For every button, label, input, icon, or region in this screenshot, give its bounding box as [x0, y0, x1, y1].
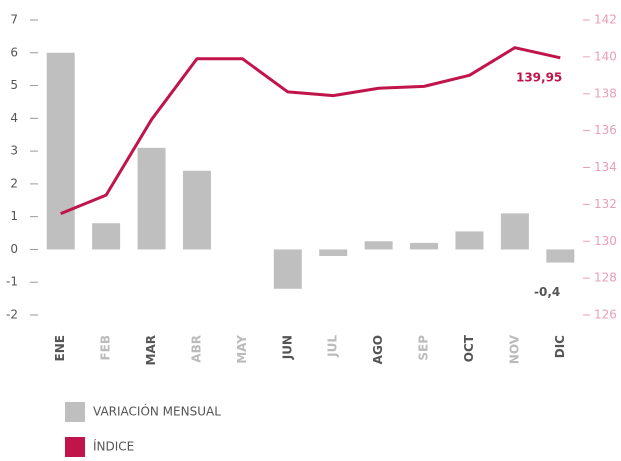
y-tick-label: 5: [10, 78, 18, 92]
x-tick-label: SEP: [417, 335, 431, 361]
bar: [455, 231, 484, 250]
y2-tick-label: 140: [594, 49, 617, 63]
y-tick-label: 6: [10, 45, 18, 59]
data-label: 139,95: [516, 70, 562, 84]
y-tick-label: -2: [6, 308, 18, 322]
x-tick-label: FEB: [99, 335, 113, 361]
legend-label: VARIACIÓN MENSUAL: [93, 404, 221, 419]
x-tick-label: MAR: [144, 335, 158, 365]
data-label: -0,4: [534, 285, 560, 299]
bar: [546, 249, 575, 263]
y-tick-label: 0: [10, 242, 18, 256]
bar: [364, 241, 393, 250]
bar: [319, 249, 348, 256]
y2-tick-label: 132: [594, 197, 617, 211]
y2-tick-label: 138: [594, 86, 617, 100]
bar: [137, 147, 166, 250]
legend-swatch: [65, 402, 85, 422]
y2-tick-label: 142: [594, 13, 617, 27]
x-tick-label: NOV: [507, 334, 521, 364]
x-tick-label: ENE: [53, 335, 67, 361]
y2-tick-label: 136: [594, 123, 617, 137]
bar: [273, 249, 302, 289]
y-tick-label: 4: [10, 111, 18, 125]
y-tick-label: -1: [6, 275, 18, 289]
x-tick-label: OCT: [462, 334, 476, 362]
y-tick-label: 2: [10, 176, 18, 190]
x-tick-label: DIC: [553, 335, 567, 358]
y2-tick-label: 130: [594, 234, 617, 248]
line: [60, 46, 561, 215]
bar: [92, 223, 121, 250]
x-tick-label: JUL: [326, 335, 340, 358]
bar: [500, 213, 529, 250]
legend-swatch: [65, 437, 85, 457]
y-tick-label: 3: [10, 144, 18, 158]
y-tick-label: 1: [10, 209, 18, 223]
x-tick-label: JUN: [280, 335, 294, 360]
y-tick-label: 7: [10, 13, 18, 27]
bar: [410, 242, 439, 250]
x-tick-label: AGO: [371, 335, 385, 364]
x-tick-label: MAY: [235, 335, 249, 364]
bar: [46, 52, 75, 250]
bar: [182, 170, 211, 250]
x-tick-label: ABR: [189, 335, 203, 363]
y2-tick-label: 126: [594, 308, 617, 322]
legend-label: ÍNDICE: [93, 439, 134, 454]
y2-tick-label: 134: [594, 160, 617, 174]
y2-tick-label: 128: [594, 271, 617, 285]
